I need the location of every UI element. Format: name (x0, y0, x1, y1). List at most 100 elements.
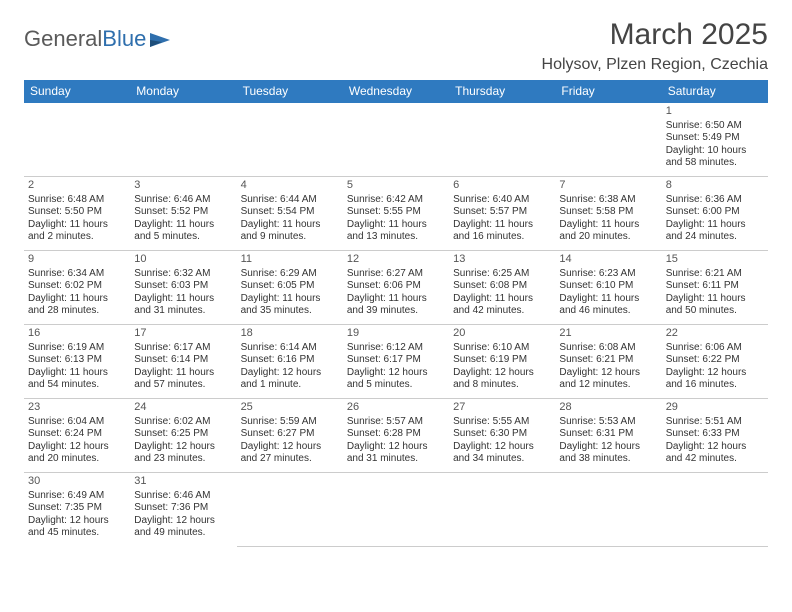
weekday-header: Thursday (449, 80, 555, 103)
day-sunset: Sunset: 6:25 PM (134, 428, 232, 441)
day-sunrise: Sunrise: 6:40 AM (453, 194, 551, 207)
day-daylight: Daylight: 11 hours and 28 minutes. (28, 293, 126, 318)
calendar-week-row: 23Sunrise: 6:04 AMSunset: 6:24 PMDayligh… (24, 399, 768, 473)
calendar-day-cell (343, 103, 449, 177)
calendar-day-cell: 27Sunrise: 5:55 AMSunset: 6:30 PMDayligh… (449, 399, 555, 473)
day-daylight: Daylight: 12 hours and 20 minutes. (28, 441, 126, 466)
day-sunrise: Sunrise: 6:42 AM (347, 194, 445, 207)
calendar-day-cell: 25Sunrise: 5:59 AMSunset: 6:27 PMDayligh… (237, 399, 343, 473)
page-title: March 2025 (542, 18, 768, 52)
day-sunrise: Sunrise: 6:23 AM (559, 268, 657, 281)
logo-flag-icon (146, 26, 174, 52)
day-sunrise: Sunrise: 5:57 AM (347, 416, 445, 429)
day-number: 7 (559, 179, 657, 193)
calendar-week-row: 2Sunrise: 6:48 AMSunset: 5:50 PMDaylight… (24, 177, 768, 251)
day-sunrise: Sunrise: 6:04 AM (28, 416, 126, 429)
calendar-day-cell: 10Sunrise: 6:32 AMSunset: 6:03 PMDayligh… (130, 251, 236, 325)
calendar-day-cell: 18Sunrise: 6:14 AMSunset: 6:16 PMDayligh… (237, 325, 343, 399)
day-sunrise: Sunrise: 6:21 AM (666, 268, 764, 281)
day-number: 31 (134, 475, 232, 489)
day-number: 10 (134, 253, 232, 267)
calendar-week-row: 9Sunrise: 6:34 AMSunset: 6:02 PMDaylight… (24, 251, 768, 325)
calendar-day-cell: 26Sunrise: 5:57 AMSunset: 6:28 PMDayligh… (343, 399, 449, 473)
day-sunset: Sunset: 6:21 PM (559, 354, 657, 367)
calendar-day-cell (237, 103, 343, 177)
day-number: 20 (453, 327, 551, 341)
day-daylight: Daylight: 12 hours and 45 minutes. (28, 515, 126, 540)
day-daylight: Daylight: 11 hours and 20 minutes. (559, 219, 657, 244)
calendar-day-cell: 4Sunrise: 6:44 AMSunset: 5:54 PMDaylight… (237, 177, 343, 251)
day-daylight: Daylight: 12 hours and 31 minutes. (347, 441, 445, 466)
weekday-header: Monday (130, 80, 236, 103)
calendar-day-cell (449, 103, 555, 177)
calendar-day-cell: 31Sunrise: 6:46 AMSunset: 7:36 PMDayligh… (130, 473, 236, 547)
day-number: 27 (453, 401, 551, 415)
day-daylight: Daylight: 11 hours and 39 minutes. (347, 293, 445, 318)
calendar-day-cell: 14Sunrise: 6:23 AMSunset: 6:10 PMDayligh… (555, 251, 661, 325)
calendar-week-row: 16Sunrise: 6:19 AMSunset: 6:13 PMDayligh… (24, 325, 768, 399)
calendar-day-cell (662, 473, 768, 547)
day-sunrise: Sunrise: 6:48 AM (28, 194, 126, 207)
day-sunset: Sunset: 5:55 PM (347, 206, 445, 219)
day-number: 9 (28, 253, 126, 267)
calendar-day-cell: 3Sunrise: 6:46 AMSunset: 5:52 PMDaylight… (130, 177, 236, 251)
day-daylight: Daylight: 11 hours and 9 minutes. (241, 219, 339, 244)
calendar-day-cell (24, 103, 130, 177)
location: Holysov, Plzen Region, Czechia (542, 56, 768, 74)
day-sunrise: Sunrise: 6:46 AM (134, 490, 232, 503)
day-daylight: Daylight: 12 hours and 34 minutes. (453, 441, 551, 466)
day-sunset: Sunset: 6:19 PM (453, 354, 551, 367)
day-daylight: Daylight: 11 hours and 35 minutes. (241, 293, 339, 318)
calendar-day-cell: 22Sunrise: 6:06 AMSunset: 6:22 PMDayligh… (662, 325, 768, 399)
day-daylight: Daylight: 12 hours and 8 minutes. (453, 367, 551, 392)
day-sunset: Sunset: 6:28 PM (347, 428, 445, 441)
day-sunset: Sunset: 6:24 PM (28, 428, 126, 441)
day-sunrise: Sunrise: 5:59 AM (241, 416, 339, 429)
day-number: 29 (666, 401, 764, 415)
day-number: 1 (666, 105, 764, 119)
day-number: 11 (241, 253, 339, 267)
day-daylight: Daylight: 11 hours and 54 minutes. (28, 367, 126, 392)
day-sunset: Sunset: 6:31 PM (559, 428, 657, 441)
day-sunset: Sunset: 6:30 PM (453, 428, 551, 441)
calendar-day-cell: 16Sunrise: 6:19 AMSunset: 6:13 PMDayligh… (24, 325, 130, 399)
day-daylight: Daylight: 10 hours and 58 minutes. (666, 145, 764, 170)
day-number: 18 (241, 327, 339, 341)
day-number: 30 (28, 475, 126, 489)
weekday-header: Sunday (24, 80, 130, 103)
day-daylight: Daylight: 12 hours and 16 minutes. (666, 367, 764, 392)
calendar-day-cell: 15Sunrise: 6:21 AMSunset: 6:11 PMDayligh… (662, 251, 768, 325)
day-sunrise: Sunrise: 6:12 AM (347, 342, 445, 355)
calendar-day-cell (555, 103, 661, 177)
day-daylight: Daylight: 11 hours and 5 minutes. (134, 219, 232, 244)
day-sunset: Sunset: 6:22 PM (666, 354, 764, 367)
day-daylight: Daylight: 11 hours and 16 minutes. (453, 219, 551, 244)
calendar-day-cell: 24Sunrise: 6:02 AMSunset: 6:25 PMDayligh… (130, 399, 236, 473)
logo: GeneralBlue (24, 26, 174, 52)
day-number: 4 (241, 179, 339, 193)
day-number: 19 (347, 327, 445, 341)
day-number: 6 (453, 179, 551, 193)
day-sunset: Sunset: 5:54 PM (241, 206, 339, 219)
day-sunrise: Sunrise: 6:49 AM (28, 490, 126, 503)
day-sunrise: Sunrise: 6:27 AM (347, 268, 445, 281)
calendar-day-cell: 29Sunrise: 5:51 AMSunset: 6:33 PMDayligh… (662, 399, 768, 473)
day-daylight: Daylight: 12 hours and 38 minutes. (559, 441, 657, 466)
calendar-day-cell (237, 473, 343, 547)
calendar-week-row: 1Sunrise: 6:50 AMSunset: 5:49 PMDaylight… (24, 103, 768, 177)
logo-text-1: General (24, 26, 102, 52)
calendar-day-cell (343, 473, 449, 547)
day-number: 24 (134, 401, 232, 415)
day-sunset: Sunset: 6:17 PM (347, 354, 445, 367)
day-daylight: Daylight: 12 hours and 12 minutes. (559, 367, 657, 392)
day-daylight: Daylight: 11 hours and 31 minutes. (134, 293, 232, 318)
calendar-day-cell: 13Sunrise: 6:25 AMSunset: 6:08 PMDayligh… (449, 251, 555, 325)
day-sunset: Sunset: 5:52 PM (134, 206, 232, 219)
day-daylight: Daylight: 12 hours and 27 minutes. (241, 441, 339, 466)
title-block: March 2025 Holysov, Plzen Region, Czechi… (542, 18, 768, 74)
calendar-day-cell: 30Sunrise: 6:49 AMSunset: 7:35 PMDayligh… (24, 473, 130, 547)
day-sunrise: Sunrise: 6:17 AM (134, 342, 232, 355)
calendar-day-cell: 7Sunrise: 6:38 AMSunset: 5:58 PMDaylight… (555, 177, 661, 251)
day-sunset: Sunset: 6:02 PM (28, 280, 126, 293)
calendar-day-cell: 17Sunrise: 6:17 AMSunset: 6:14 PMDayligh… (130, 325, 236, 399)
